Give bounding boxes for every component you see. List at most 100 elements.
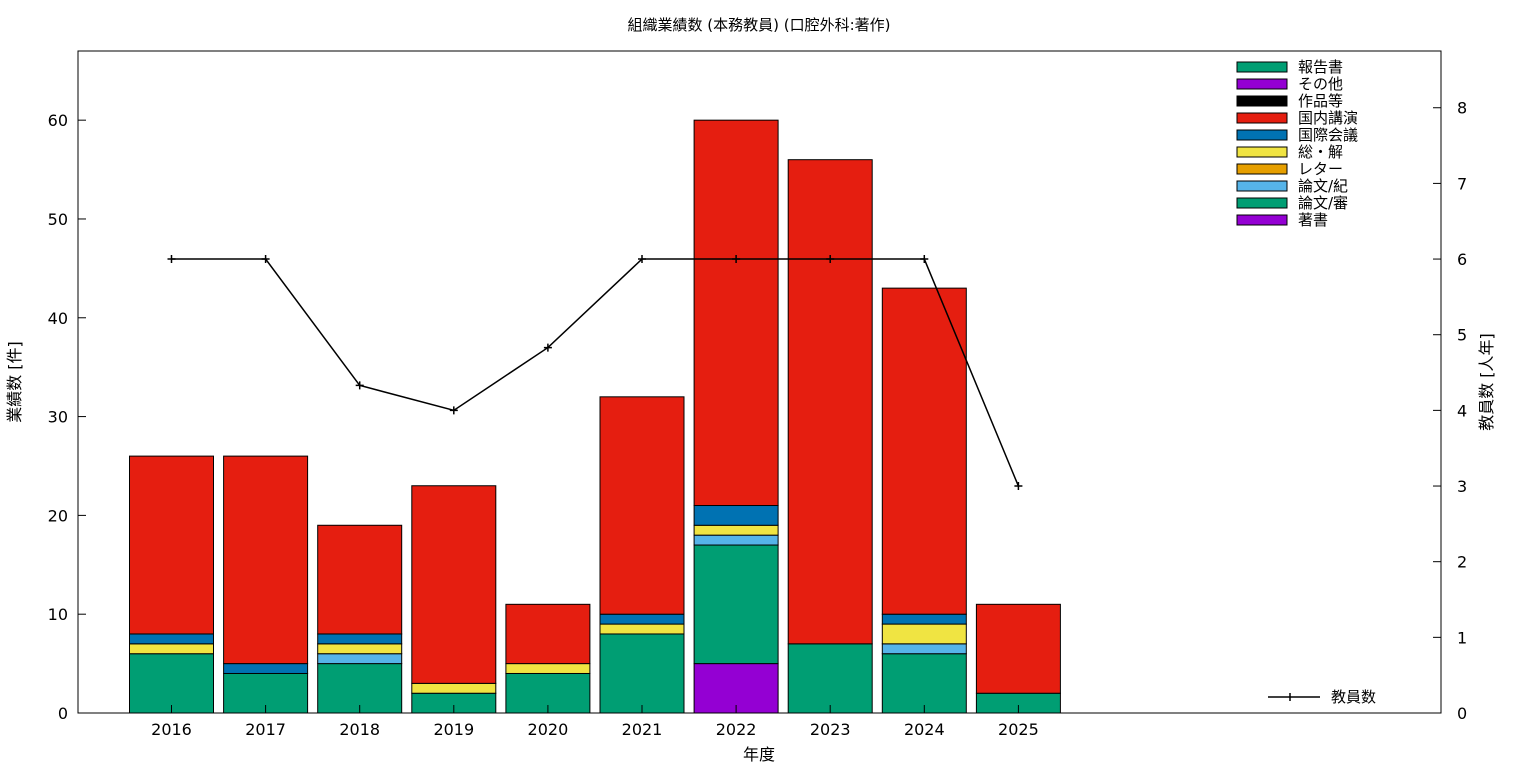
legend-line-label: 教員数 — [1331, 688, 1376, 706]
legend-swatch — [1236, 214, 1288, 226]
x-tick-label: 2023 — [810, 720, 851, 739]
bar-segment — [599, 613, 685, 625]
bar-segment — [599, 633, 685, 714]
legend-label: 論文/審 — [1298, 194, 1348, 212]
bar-segment — [787, 643, 873, 714]
line-point-marker — [826, 255, 835, 264]
line-point-marker — [920, 255, 929, 264]
legend-label: 総・解 — [1298, 143, 1343, 161]
y2-axis-label: 教員数 [人年] — [1477, 333, 1496, 431]
line-point-marker — [261, 255, 270, 264]
y-axis-label: 業績数 [件] — [5, 341, 24, 423]
y2-tick-label: 6 — [1457, 250, 1467, 269]
chart-title: 組織業績数 (本務教員) (口腔外科:著作) — [628, 16, 891, 34]
y-tick-label: 10 — [48, 605, 68, 624]
line-layer — [167, 255, 1023, 491]
x-tick-label: 2019 — [433, 720, 474, 739]
y2-tick-label: 2 — [1457, 553, 1467, 572]
bar-segment — [599, 623, 685, 635]
line-point-marker — [167, 255, 176, 264]
bar-segment — [505, 663, 591, 674]
bar-segment — [411, 485, 497, 684]
legend-swatch — [1236, 78, 1288, 90]
bar-segment — [223, 455, 309, 665]
legend-label: 著書 — [1298, 211, 1328, 229]
bar-segment — [505, 603, 591, 665]
x-tick-label: 2022 — [716, 720, 757, 739]
legend-swatch — [1236, 61, 1288, 73]
bar-segment — [317, 524, 403, 635]
line-point-marker — [449, 406, 458, 415]
legend-label: 作品等 — [1298, 92, 1343, 110]
bar-segment — [317, 643, 403, 655]
bar-segment — [129, 455, 214, 635]
x-axis-label: 年度 — [743, 745, 775, 764]
bar-segment — [129, 653, 214, 714]
bar-segment — [881, 623, 967, 645]
y2-tick-label: 0 — [1457, 704, 1467, 723]
bar-segment — [129, 633, 214, 645]
x-tick-label: 2024 — [904, 720, 945, 739]
bar-segment — [599, 396, 685, 615]
x-tick-label: 2018 — [339, 720, 380, 739]
y-tick-label: 0 — [58, 704, 68, 723]
bar-segment — [223, 663, 309, 674]
bars-layer — [129, 119, 1061, 714]
x-tick-label: 2016 — [151, 720, 192, 739]
legend-swatch — [1236, 112, 1288, 124]
bar-segment — [881, 643, 967, 655]
line-point-marker — [638, 255, 646, 264]
bar-segment — [693, 524, 779, 536]
x-tick-label: 2017 — [245, 720, 286, 739]
legend-swatch — [1236, 129, 1288, 141]
bar-segment — [317, 633, 403, 645]
line-point-marker — [1014, 482, 1023, 491]
bar-segment — [975, 603, 1061, 694]
bar-segment — [881, 653, 967, 714]
bar-segment — [693, 505, 779, 526]
bar-segment — [693, 544, 779, 665]
legend-swatch — [1236, 197, 1288, 209]
y2-tick-label: 8 — [1457, 99, 1467, 118]
y-tick-label: 50 — [48, 210, 68, 229]
y-tick-label: 40 — [48, 309, 68, 328]
y2-tick-label: 4 — [1457, 401, 1467, 420]
y-tick-label: 30 — [48, 408, 68, 427]
bar-segment — [881, 613, 967, 625]
legend-label: その他 — [1298, 75, 1343, 93]
y2-tick-label: 5 — [1457, 326, 1467, 345]
bar-segment — [881, 287, 967, 615]
y2-tick-label: 7 — [1457, 174, 1467, 193]
bar-segment — [129, 643, 214, 655]
y2-tick-label: 1 — [1457, 628, 1467, 647]
x-tick-label: 2020 — [528, 720, 569, 739]
bar-segment — [693, 119, 779, 507]
legend-swatch — [1236, 146, 1288, 158]
plot-frame — [77, 50, 1442, 714]
y-tick-label: 60 — [48, 111, 68, 130]
legend-label: 報告書 — [1298, 58, 1343, 76]
legend-swatch — [1236, 163, 1288, 175]
legend-label: レター — [1298, 160, 1343, 178]
bar-segment — [693, 534, 779, 546]
bar-segment — [787, 159, 873, 645]
legend-swatch — [1236, 180, 1288, 192]
legend-label: 国際会議 — [1298, 126, 1358, 144]
legend-label: 論文/紀 — [1298, 177, 1348, 195]
bar-segment — [317, 663, 403, 714]
line-point-marker — [543, 343, 552, 352]
legend-swatch — [1236, 95, 1288, 107]
y2-tick-label: 3 — [1457, 477, 1467, 496]
line-point-marker — [355, 381, 364, 390]
y-tick-label: 20 — [48, 506, 68, 525]
x-tick-label: 2021 — [622, 720, 663, 739]
x-tick-label: 2025 — [998, 720, 1039, 739]
line-series-path — [171, 258, 1020, 487]
bar-segment — [411, 682, 497, 694]
bar-segment — [317, 653, 403, 665]
axes-layer: 0 10 20 30 40 50 60 0 1 2 3 4 5 6 7 8 2016 2017 2018 2019 20… — [48, 99, 1468, 739]
line-point-marker — [732, 255, 741, 264]
legend-label: 国内講演 — [1298, 109, 1358, 127]
